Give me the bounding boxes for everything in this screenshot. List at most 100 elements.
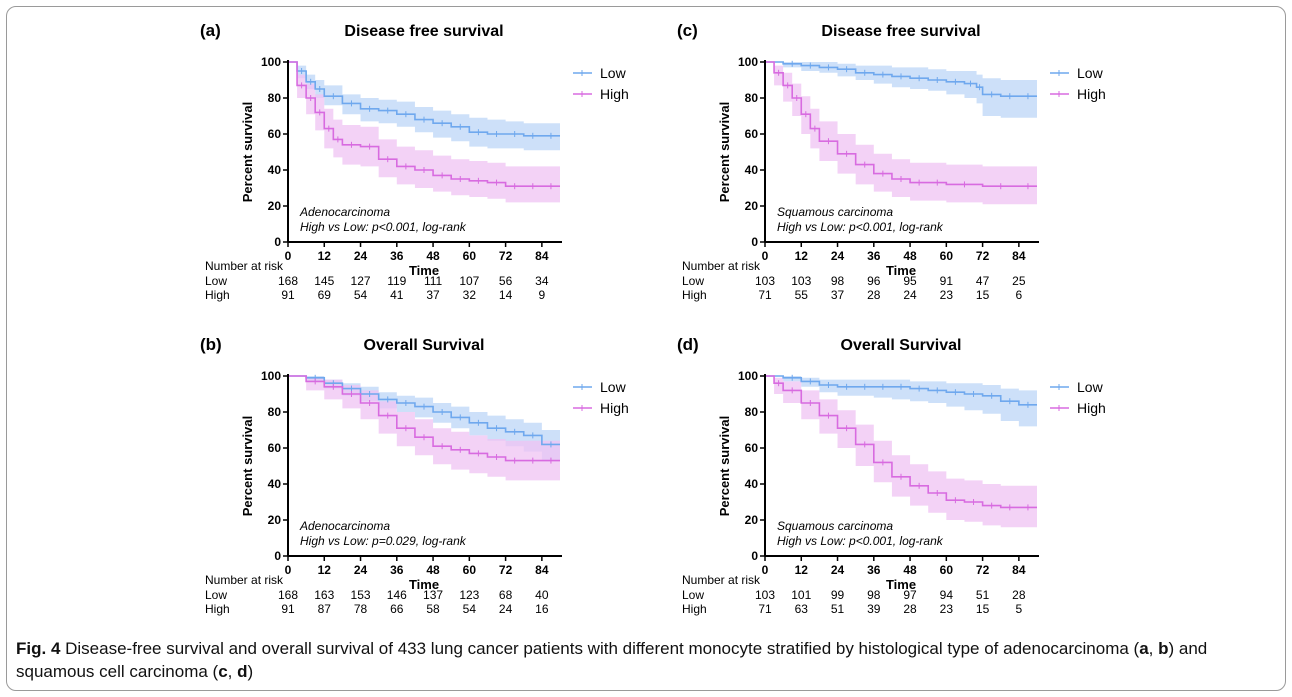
y-axis-label: Percent survival	[717, 102, 732, 202]
annotation-line-1: Adenocarcinoma	[299, 205, 390, 219]
ci-band-low	[288, 62, 560, 151]
x-tick-label: 36	[867, 249, 881, 263]
annotation-line-2: High vs Low: p<0.001, log-rank	[300, 220, 467, 234]
risk-count-high: 54	[463, 602, 477, 616]
chart-title: Overall Survival	[364, 337, 485, 354]
x-tick-label: 72	[499, 249, 513, 263]
risk-count-high: 32	[463, 288, 477, 302]
risk-row-label-high: High	[682, 288, 707, 302]
y-tick-label: 80	[745, 405, 759, 419]
risk-row-label-high: High	[682, 602, 707, 616]
risk-count-high: 78	[354, 602, 368, 616]
risk-count-high: 66	[390, 602, 404, 616]
x-axis-label: Time	[886, 577, 916, 592]
risk-count-low: 47	[976, 274, 990, 288]
x-tick-label: 12	[318, 249, 332, 263]
risk-count-low: 119	[387, 274, 406, 288]
y-tick-label: 0	[274, 235, 281, 249]
x-tick-label: 24	[831, 563, 845, 577]
panel-label: (b)	[200, 335, 222, 354]
ci-band-low	[765, 62, 1037, 118]
annotation-line-2: High vs Low: p<0.001, log-rank	[777, 220, 944, 234]
chart-panel-d: 0 20 40 60 80 100 0 12 24 36 48 60 72 84 (d) Overall Su…	[677, 335, 1106, 616]
x-tick-label: 84	[1012, 249, 1026, 263]
risk-count-low: 51	[976, 588, 990, 602]
risk-count-high: 71	[758, 602, 772, 616]
risk-count-low: 153	[351, 588, 371, 602]
x-tick-label: 48	[426, 249, 440, 263]
figure-caption: Fig. 4 Disease-free survival and overall…	[16, 637, 1276, 683]
figure-frame	[6, 6, 1286, 691]
legend-label-low: Low	[1077, 65, 1104, 81]
panel-label: (a)	[200, 21, 221, 40]
risk-count-low: 34	[535, 274, 549, 288]
ci-band-high	[288, 376, 560, 481]
y-tick-label: 20	[745, 513, 759, 527]
y-tick-label: 40	[745, 163, 759, 177]
risk-count-low: 123	[459, 588, 479, 602]
annotation-line-1: Adenocarcinoma	[299, 519, 390, 533]
legend-label-low: Low	[600, 379, 627, 395]
risk-count-high: 23	[940, 602, 954, 616]
risk-count-low: 94	[940, 588, 954, 602]
risk-count-high: 69	[318, 288, 332, 302]
x-tick-label: 12	[318, 563, 332, 577]
y-tick-label: 40	[745, 477, 759, 491]
y-tick-label: 20	[268, 513, 282, 527]
x-tick-label: 12	[795, 249, 809, 263]
y-axis-label: Percent survival	[240, 102, 255, 202]
x-tick-label: 0	[285, 249, 292, 263]
risk-count-high: 54	[354, 288, 368, 302]
legend-label-high: High	[600, 86, 629, 102]
risk-row-label-low: Low	[205, 274, 227, 288]
risk-count-high: 41	[390, 288, 404, 302]
risk-count-low: 137	[423, 588, 443, 602]
chart-panel-b: 0 20 40 60 80 100 0 12 24 36 48 60 72 84 (b) Overall Su…	[200, 335, 629, 616]
chart-title: Disease free survival	[344, 23, 503, 40]
survival-line-low	[288, 61, 560, 137]
risk-count-low: 103	[755, 588, 775, 602]
caption-text-1: Disease-free survival and overall surviv…	[60, 639, 1140, 658]
x-tick-label: 72	[976, 249, 990, 263]
risk-count-low: 98	[867, 588, 881, 602]
y-tick-label: 20	[268, 199, 282, 213]
legend-label-high: High	[1077, 400, 1106, 416]
x-tick-label: 36	[390, 249, 404, 263]
risk-count-high: 5	[1016, 602, 1023, 616]
risk-count-high: 6	[1016, 288, 1023, 302]
y-tick-label: 100	[738, 369, 758, 383]
x-tick-label: 24	[354, 563, 368, 577]
risk-count-low: 103	[791, 274, 811, 288]
survival-line-low	[765, 375, 1037, 406]
risk-count-low: 168	[278, 274, 298, 288]
risk-count-high: 37	[426, 288, 440, 302]
risk-count-high: 39	[867, 602, 881, 616]
risk-count-high: 16	[535, 602, 549, 616]
ci-band-low	[765, 376, 1037, 427]
caption-sep-1: ,	[1148, 639, 1159, 658]
risk-count-low: 98	[831, 274, 845, 288]
x-tick-label: 72	[499, 563, 513, 577]
risk-row-label-high: High	[205, 288, 230, 302]
chart-title: Disease free survival	[821, 23, 980, 40]
risk-count-low: 107	[459, 274, 479, 288]
risk-row-label-high: High	[205, 602, 230, 616]
panel-label: (c)	[677, 21, 698, 40]
panel-label: (d)	[677, 335, 699, 354]
risk-count-low: 25	[1012, 274, 1026, 288]
y-tick-label: 100	[738, 55, 758, 69]
risk-count-high: 71	[758, 288, 772, 302]
risk-count-high: 55	[795, 288, 809, 302]
risk-row-label-low: Low	[682, 274, 704, 288]
y-tick-label: 60	[745, 127, 759, 141]
risk-table-header: Number at risk	[682, 259, 761, 273]
y-tick-label: 60	[268, 127, 282, 141]
risk-count-low: 103	[755, 274, 775, 288]
risk-table-header: Number at risk	[205, 259, 284, 273]
x-tick-label: 72	[976, 563, 990, 577]
survival-figure: 0 20 40 60 80 100 0 12 24 36 48 60 72 84 (a) Disease fr…	[200, 21, 1106, 616]
risk-count-low: 168	[278, 588, 298, 602]
ci-band-high	[288, 62, 560, 203]
risk-count-high: 63	[795, 602, 809, 616]
risk-count-low: 163	[314, 588, 334, 602]
